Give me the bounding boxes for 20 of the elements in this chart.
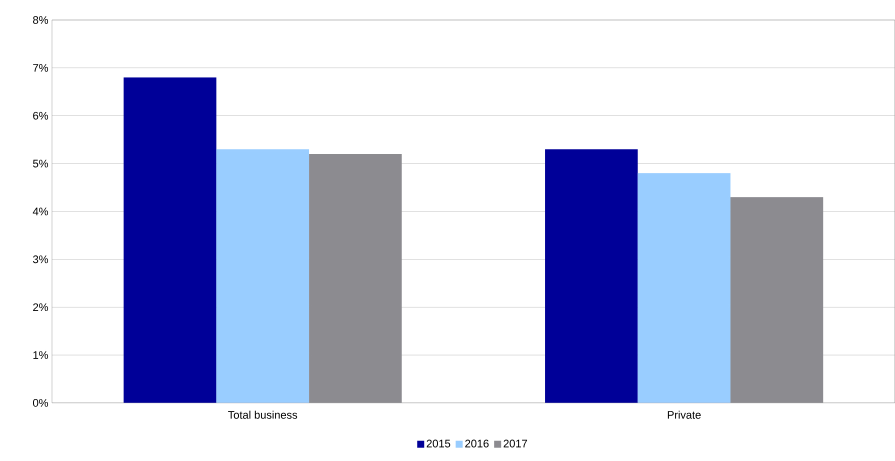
y-tick-label: 6% xyxy=(33,112,48,120)
legend-label: 2017 xyxy=(504,440,528,448)
bar xyxy=(545,149,638,403)
bar xyxy=(638,173,730,403)
bar xyxy=(730,197,824,403)
y-tick-label: 1% xyxy=(33,351,48,359)
y-tick-label: 7% xyxy=(33,64,48,72)
y-tick-label: 3% xyxy=(32,255,48,264)
y-tick-label: 4% xyxy=(32,208,48,216)
bar xyxy=(309,154,402,403)
x-tick-label: Total business xyxy=(228,410,298,419)
y-tick-label: 2% xyxy=(33,303,48,312)
bar xyxy=(216,149,310,403)
legend-label: 2015 xyxy=(426,440,450,448)
legend-label: 2016 xyxy=(465,440,489,448)
y-tick-label: 8% xyxy=(33,16,48,24)
bar xyxy=(124,77,216,403)
y-tick-label: 0% xyxy=(32,399,48,407)
y-tick-label: 5% xyxy=(33,160,48,168)
x-tick-label: Private xyxy=(668,410,701,419)
